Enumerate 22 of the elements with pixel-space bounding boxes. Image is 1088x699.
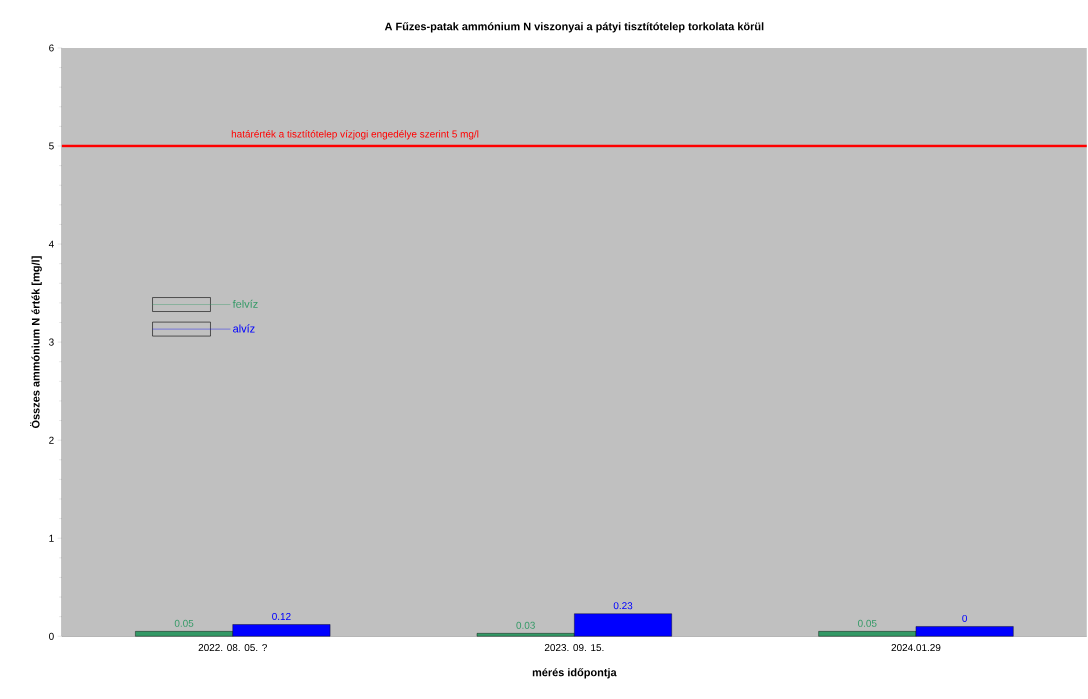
y-tick-label: 3 — [49, 338, 54, 346]
data-label: 0.05 — [174, 619, 194, 627]
data-label: 0.12 — [272, 612, 291, 620]
y-tick-label: 0 — [49, 632, 54, 640]
y-tick-label: 6 — [49, 44, 54, 52]
x-tick-label: 2023. 09. 15. — [544, 643, 604, 651]
y-tick-label: 4 — [48, 240, 54, 248]
text: alvíz — [233, 324, 255, 333]
data-label: 0.03 — [516, 621, 535, 629]
x-axis-title: mérés időpontja — [532, 668, 617, 679]
data-label: 0.23 — [613, 602, 633, 610]
y-tick-label: 1 — [49, 534, 54, 542]
x-tick-label: 2024.01.29 — [891, 643, 941, 651]
y-axis-title: Összes ammónium N érték [mg/l] — [30, 256, 42, 428]
ref-line-label: határérték a tisztítótelep vízjogi engedélye szerint 5 mg/l — [231, 129, 479, 140]
x-tick-label: 2022. 08. 05. ? — [198, 643, 267, 651]
chart-title: A Fűzes-patak ammónium N viszonyai a pátyi tisztítótelep torkolata körül — [384, 22, 764, 33]
y-tick-label: 2 — [49, 436, 54, 444]
data-label: 0.05 — [857, 619, 877, 627]
y-tick-label: 5 — [49, 142, 54, 150]
text: felvíz — [232, 299, 258, 308]
data-label: 0 — [962, 614, 968, 622]
